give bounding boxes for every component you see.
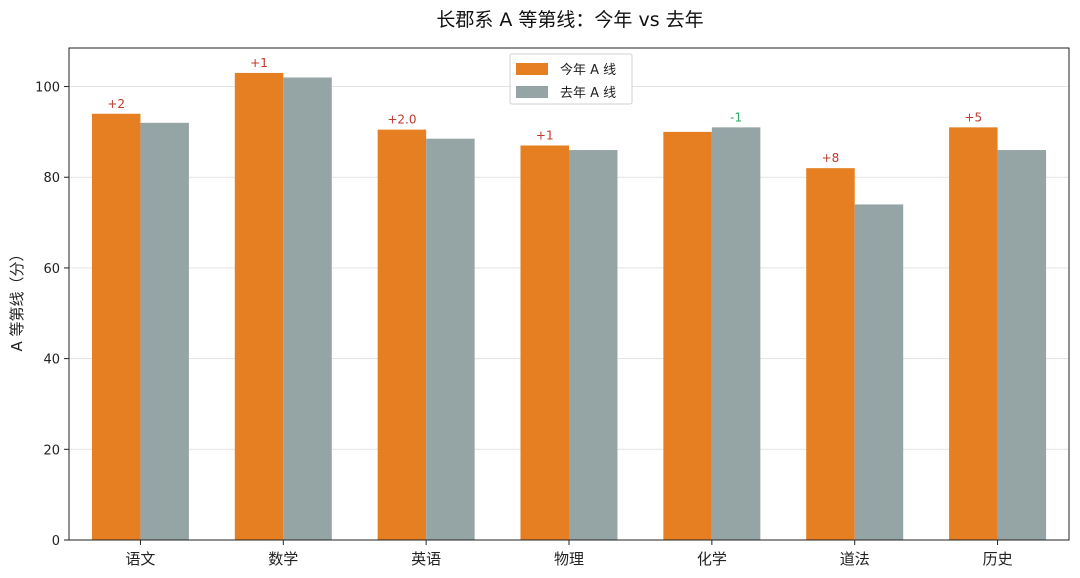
bar-last-year — [854, 204, 904, 541]
bar-last-year — [140, 122, 189, 540]
bar-last-year — [283, 77, 332, 540]
bar-last-year — [569, 150, 618, 540]
difference-label: -1 — [730, 110, 742, 124]
x-tick-label: 语文 — [125, 550, 155, 568]
legend: 今年 A 线 去年 A 线 — [509, 53, 633, 105]
difference-label: +8 — [822, 151, 840, 165]
bar-this-year — [520, 145, 569, 540]
bar-this-year — [806, 168, 855, 540]
x-tick-label: 道法 — [840, 550, 870, 568]
y-tick-label: 60 — [43, 262, 60, 277]
y-axis-label: A 等第线（分） — [8, 246, 26, 351]
legend-label-this-year: 今年 A 线 — [560, 62, 616, 78]
chart-title: 长郡系 A 等第线：今年 vs 去年 — [436, 9, 703, 31]
y-tick-label: 80 — [43, 171, 60, 186]
bar-last-year — [426, 138, 475, 541]
difference-label: +2 — [107, 97, 125, 111]
bars — [91, 72, 1047, 541]
bar-this-year — [949, 127, 998, 541]
bar-this-year — [377, 129, 427, 540]
bar-this-year — [663, 131, 712, 540]
bar-last-year — [711, 127, 761, 541]
difference-labels: +2 +1 +2.0 +1 -1 +8 +5 — [107, 56, 982, 165]
legend-label-last-year: 去年 A 线 — [560, 86, 616, 101]
difference-label: +1 — [250, 56, 268, 70]
y-tick-label: 20 — [43, 443, 60, 458]
y-tick-label: 40 — [43, 353, 60, 368]
difference-label: +5 — [964, 110, 982, 124]
legend-swatch-last-year — [516, 86, 548, 98]
x-tick-label: 物理 — [554, 550, 584, 568]
y-tick-label: 0 — [52, 534, 60, 549]
x-tick-label: 化学 — [697, 550, 727, 568]
bar-last-year — [997, 150, 1047, 540]
legend-swatch-this-year — [516, 63, 548, 75]
axes: 0 20 40 60 80 100 语文 数学 英语 物理 化学 道法 历史 — [35, 47, 1070, 568]
x-tick-label: 数学 — [268, 550, 298, 568]
x-tick-label: 英语 — [411, 550, 441, 568]
x-tick-label: 历史 — [983, 550, 1013, 568]
bar-this-year — [91, 113, 141, 540]
y-tick-label: 100 — [35, 81, 60, 96]
difference-label: +1 — [536, 128, 554, 142]
plot-frame — [68, 47, 1070, 541]
bar-this-year — [234, 72, 284, 540]
difference-label: +2.0 — [387, 113, 416, 127]
